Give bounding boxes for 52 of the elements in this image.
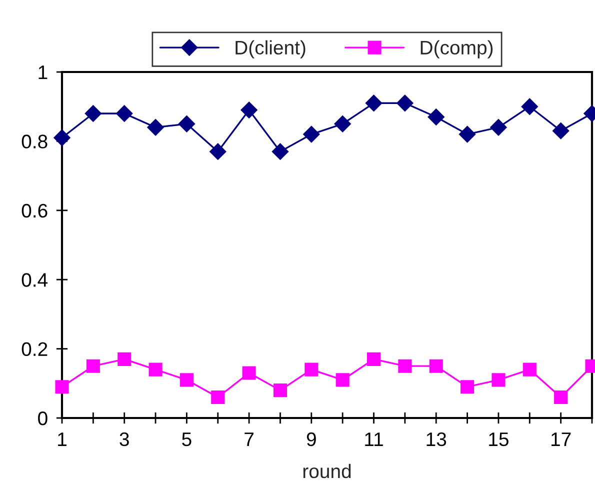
point	[273, 384, 288, 398]
x-axis-title: round	[303, 464, 351, 478]
y-tick-label: 0.4	[22, 273, 48, 287]
y-tick-label: 0	[38, 411, 48, 426]
point	[554, 390, 568, 404]
point	[522, 362, 536, 376]
point	[240, 102, 258, 118]
point	[147, 118, 164, 136]
point	[116, 105, 133, 122]
x-tick-label: 17	[551, 432, 571, 446]
point	[180, 373, 194, 387]
point	[365, 94, 382, 112]
point	[148, 362, 162, 376]
point	[552, 122, 570, 140]
y-tick-label: 0.6	[22, 204, 48, 218]
x-tick-label: 13	[426, 432, 446, 446]
x-tick-label: 3	[120, 432, 129, 446]
point	[211, 390, 225, 404]
x-tick-label: 1	[58, 432, 66, 446]
point	[492, 373, 506, 387]
point	[55, 380, 69, 394]
point	[84, 105, 102, 122]
point	[521, 98, 538, 115]
y-tick-label: 0.2	[22, 342, 48, 356]
point	[272, 143, 289, 160]
point	[178, 116, 196, 132]
x-tick-label: 7	[244, 432, 254, 446]
x-tick-label: 15	[489, 432, 508, 446]
point	[429, 359, 443, 373]
point	[210, 143, 226, 160]
point	[396, 94, 414, 112]
y-tick-label: 1	[38, 66, 48, 80]
point	[86, 359, 100, 373]
point	[490, 118, 507, 136]
point	[334, 116, 351, 132]
point	[304, 362, 318, 376]
x-tick-label: 5	[182, 432, 192, 446]
legend-label: D(comp)	[420, 40, 493, 58]
x-tick-label: 11	[365, 432, 383, 446]
point	[398, 359, 412, 373]
point	[303, 126, 320, 143]
point	[118, 352, 132, 366]
legend-label: D(client)	[236, 40, 306, 58]
y-tick-label: 0.8	[22, 134, 48, 148]
point	[366, 352, 381, 366]
x-tick-label: 9	[306, 432, 316, 446]
point	[54, 129, 70, 146]
point	[242, 366, 256, 380]
point	[336, 373, 350, 387]
point	[460, 380, 474, 394]
point	[428, 108, 444, 126]
point	[458, 126, 476, 143]
